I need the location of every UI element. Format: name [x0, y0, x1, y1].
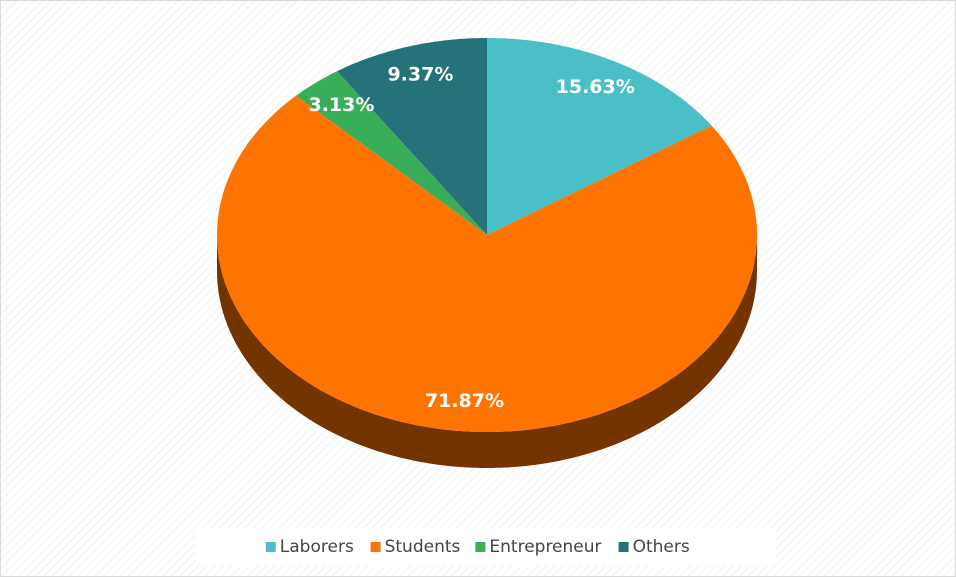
legend-label: Entrepreneur	[489, 537, 601, 557]
data-label: 3.13%	[308, 94, 374, 116]
pie-slice	[296, 71, 487, 235]
legend-label: Others	[633, 537, 690, 557]
data-label: 71.87%	[425, 390, 504, 412]
legend-label: Laborers	[280, 537, 354, 557]
legend-swatch	[265, 542, 276, 552]
legend-swatch	[370, 542, 381, 552]
data-label: 9.37%	[387, 63, 453, 85]
pie-slice	[337, 38, 487, 235]
legend-swatch	[618, 542, 629, 552]
pie-slice	[487, 38, 712, 235]
slice-side	[217, 235, 757, 468]
legend-swatch	[475, 542, 486, 552]
pie-slice	[217, 95, 757, 432]
data-label: 15.63%	[556, 76, 635, 98]
legend-label: Students	[385, 537, 461, 557]
